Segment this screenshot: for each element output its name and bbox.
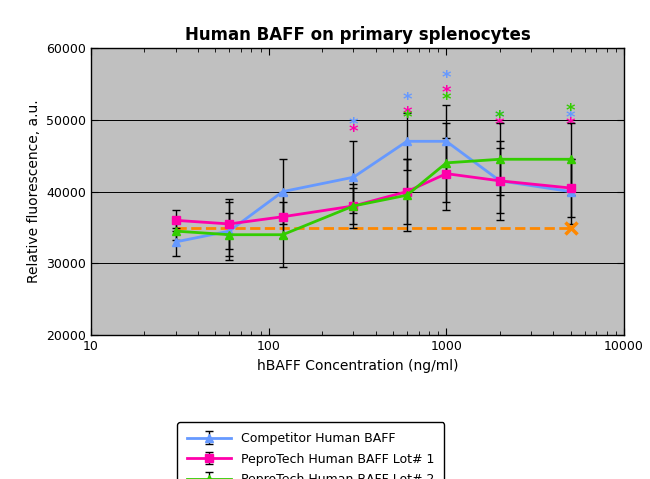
Text: *: *	[402, 91, 411, 109]
Text: *: *	[348, 123, 358, 141]
Text: *: *	[495, 109, 504, 127]
Text: *: *	[566, 109, 575, 127]
Text: *: *	[566, 102, 575, 120]
Text: *: *	[402, 109, 411, 127]
Text: *: *	[441, 91, 451, 109]
Text: *: *	[566, 116, 575, 134]
Text: *: *	[495, 109, 504, 127]
Text: *: *	[402, 105, 411, 124]
Text: *: *	[495, 116, 504, 134]
Text: *: *	[441, 69, 451, 88]
X-axis label: hBAFF Concentration (ng/ml): hBAFF Concentration (ng/ml)	[257, 359, 458, 373]
Legend: Competitor Human BAFF, PeproTech Human BAFF Lot# 1, PeproTech Human BAFF Lot# 2,: Competitor Human BAFF, PeproTech Human B…	[177, 422, 445, 479]
Text: *: *	[441, 84, 451, 102]
Title: Human BAFF on primary splenocytes: Human BAFF on primary splenocytes	[185, 25, 530, 44]
Text: *: *	[348, 116, 358, 134]
Y-axis label: Relative fluorescence, a.u.: Relative fluorescence, a.u.	[27, 100, 40, 284]
